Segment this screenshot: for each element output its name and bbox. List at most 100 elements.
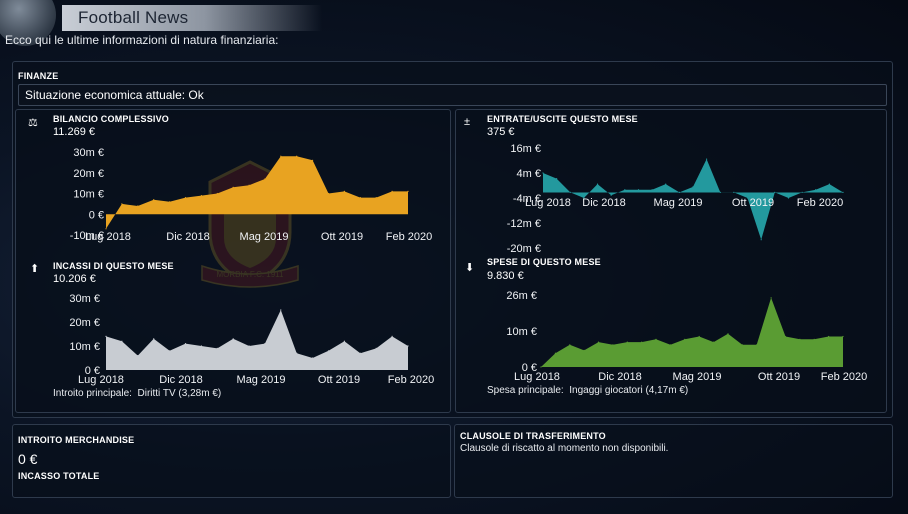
x-tick-label: Lug 2018 xyxy=(525,197,571,209)
y-tick-label: 0 € xyxy=(522,362,537,374)
data-point xyxy=(542,172,544,174)
data-point xyxy=(105,228,107,230)
data-point xyxy=(569,344,571,346)
balance-title: BILANCIO COMPLESSIVO xyxy=(53,114,170,124)
data-point xyxy=(787,197,790,199)
y-tick-label: 26m € xyxy=(506,290,537,302)
data-point xyxy=(706,158,708,160)
x-tick-label: Dic 2018 xyxy=(598,371,641,383)
y-tick-label: 20m € xyxy=(73,168,104,180)
data-point xyxy=(556,178,558,180)
data-point xyxy=(153,199,155,201)
y-tick-label: -20m € xyxy=(507,243,541,255)
data-point xyxy=(391,335,393,337)
data-point xyxy=(828,335,830,338)
data-point xyxy=(637,189,640,191)
data-point xyxy=(264,343,266,345)
data-point xyxy=(296,352,298,354)
data-point xyxy=(232,338,234,340)
x-tick-label: Ott 2019 xyxy=(732,197,774,209)
data-point xyxy=(828,183,830,185)
series-area xyxy=(106,310,408,370)
x-tick-label: Mag 2019 xyxy=(673,371,722,383)
data-point xyxy=(375,197,377,199)
expenses-main-value: Ingaggi giocatori (4,17m €) xyxy=(569,385,689,396)
data-point xyxy=(327,192,330,195)
data-point xyxy=(248,184,250,186)
data-point xyxy=(312,357,314,359)
data-point xyxy=(583,197,585,199)
x-tick-label: Lug 2018 xyxy=(85,231,131,243)
intro-text: Ecco qui le ultime informazioni di natur… xyxy=(5,33,279,47)
data-point xyxy=(407,345,409,347)
data-point xyxy=(343,340,345,342)
data-point xyxy=(678,191,680,193)
y-tick-label: -4m € xyxy=(513,193,541,205)
data-point xyxy=(359,197,361,199)
y-tick-label: -10m € xyxy=(70,230,104,242)
data-point xyxy=(698,335,700,338)
data-point xyxy=(610,194,612,196)
data-point xyxy=(264,178,266,180)
transfer-text: Clausole di riscatto al momento non disp… xyxy=(460,443,669,454)
merch-value: 0 € xyxy=(18,451,38,467)
data-point xyxy=(741,344,743,346)
inout-value: 375 € xyxy=(487,126,515,138)
y-tick-label: 0 € xyxy=(89,209,104,221)
y-tick-label: -12m € xyxy=(507,218,541,230)
data-point xyxy=(280,155,282,157)
y-tick-label: 20m € xyxy=(69,317,100,329)
plus-minus-icon: ± xyxy=(464,116,471,128)
data-point xyxy=(216,347,218,349)
y-tick-label: 10m € xyxy=(506,326,537,338)
data-point xyxy=(842,191,844,193)
arrow-up-icon: ⬆ xyxy=(30,263,40,275)
x-tick-label: Mag 2019 xyxy=(240,231,289,243)
income-title: INCASSI DI QUESTO MESE xyxy=(53,261,174,271)
data-point xyxy=(801,191,803,193)
data-point xyxy=(597,341,600,343)
inout-title: ENTRATE/USCITE QUESTO MESE xyxy=(487,114,638,124)
expenses-main: Spesa principale: Ingaggi giocatori (4,1… xyxy=(487,385,688,396)
series-area xyxy=(106,156,408,229)
data-point xyxy=(692,186,694,188)
data-point xyxy=(624,189,626,191)
transfer-title: CLAUSOLE DI TRASFERIMENTO xyxy=(460,431,606,441)
x-tick-label: Mag 2019 xyxy=(237,374,286,386)
data-point xyxy=(669,344,671,346)
data-point xyxy=(813,338,815,340)
status-text: Situazione economica attuale: Ok xyxy=(25,88,204,102)
data-point xyxy=(296,155,298,157)
x-tick-label: Ott 2019 xyxy=(321,231,363,243)
data-point xyxy=(359,352,361,354)
data-point xyxy=(713,341,715,343)
data-point xyxy=(248,345,250,347)
data-point xyxy=(626,341,628,343)
x-tick-label: Dic 2018 xyxy=(582,197,625,209)
x-tick-label: Feb 2020 xyxy=(821,371,867,383)
data-point xyxy=(746,197,749,199)
income-value: 10.206 € xyxy=(53,273,96,285)
data-point xyxy=(733,191,735,193)
data-point xyxy=(756,344,758,346)
merch-panel xyxy=(12,424,451,498)
series-area xyxy=(541,297,843,367)
x-tick-label: Ott 2019 xyxy=(758,371,800,383)
title-strip xyxy=(62,5,322,31)
data-point xyxy=(727,333,729,335)
page-title: Football News xyxy=(78,8,189,27)
data-point xyxy=(184,343,187,345)
data-point xyxy=(200,195,202,197)
x-tick-label: Ott 2019 xyxy=(318,374,360,386)
data-point xyxy=(596,183,599,185)
y-tick-label: 30m € xyxy=(73,147,104,159)
finance-section-title: FINANZE xyxy=(18,71,59,81)
x-tick-label: Lug 2018 xyxy=(78,374,124,386)
data-point xyxy=(375,347,377,349)
data-point xyxy=(612,344,614,346)
expenses-main-label: Spesa principale: xyxy=(487,385,564,396)
data-point xyxy=(770,297,772,299)
transfer-panel xyxy=(454,424,893,498)
data-point xyxy=(655,338,657,340)
data-point xyxy=(327,350,330,352)
